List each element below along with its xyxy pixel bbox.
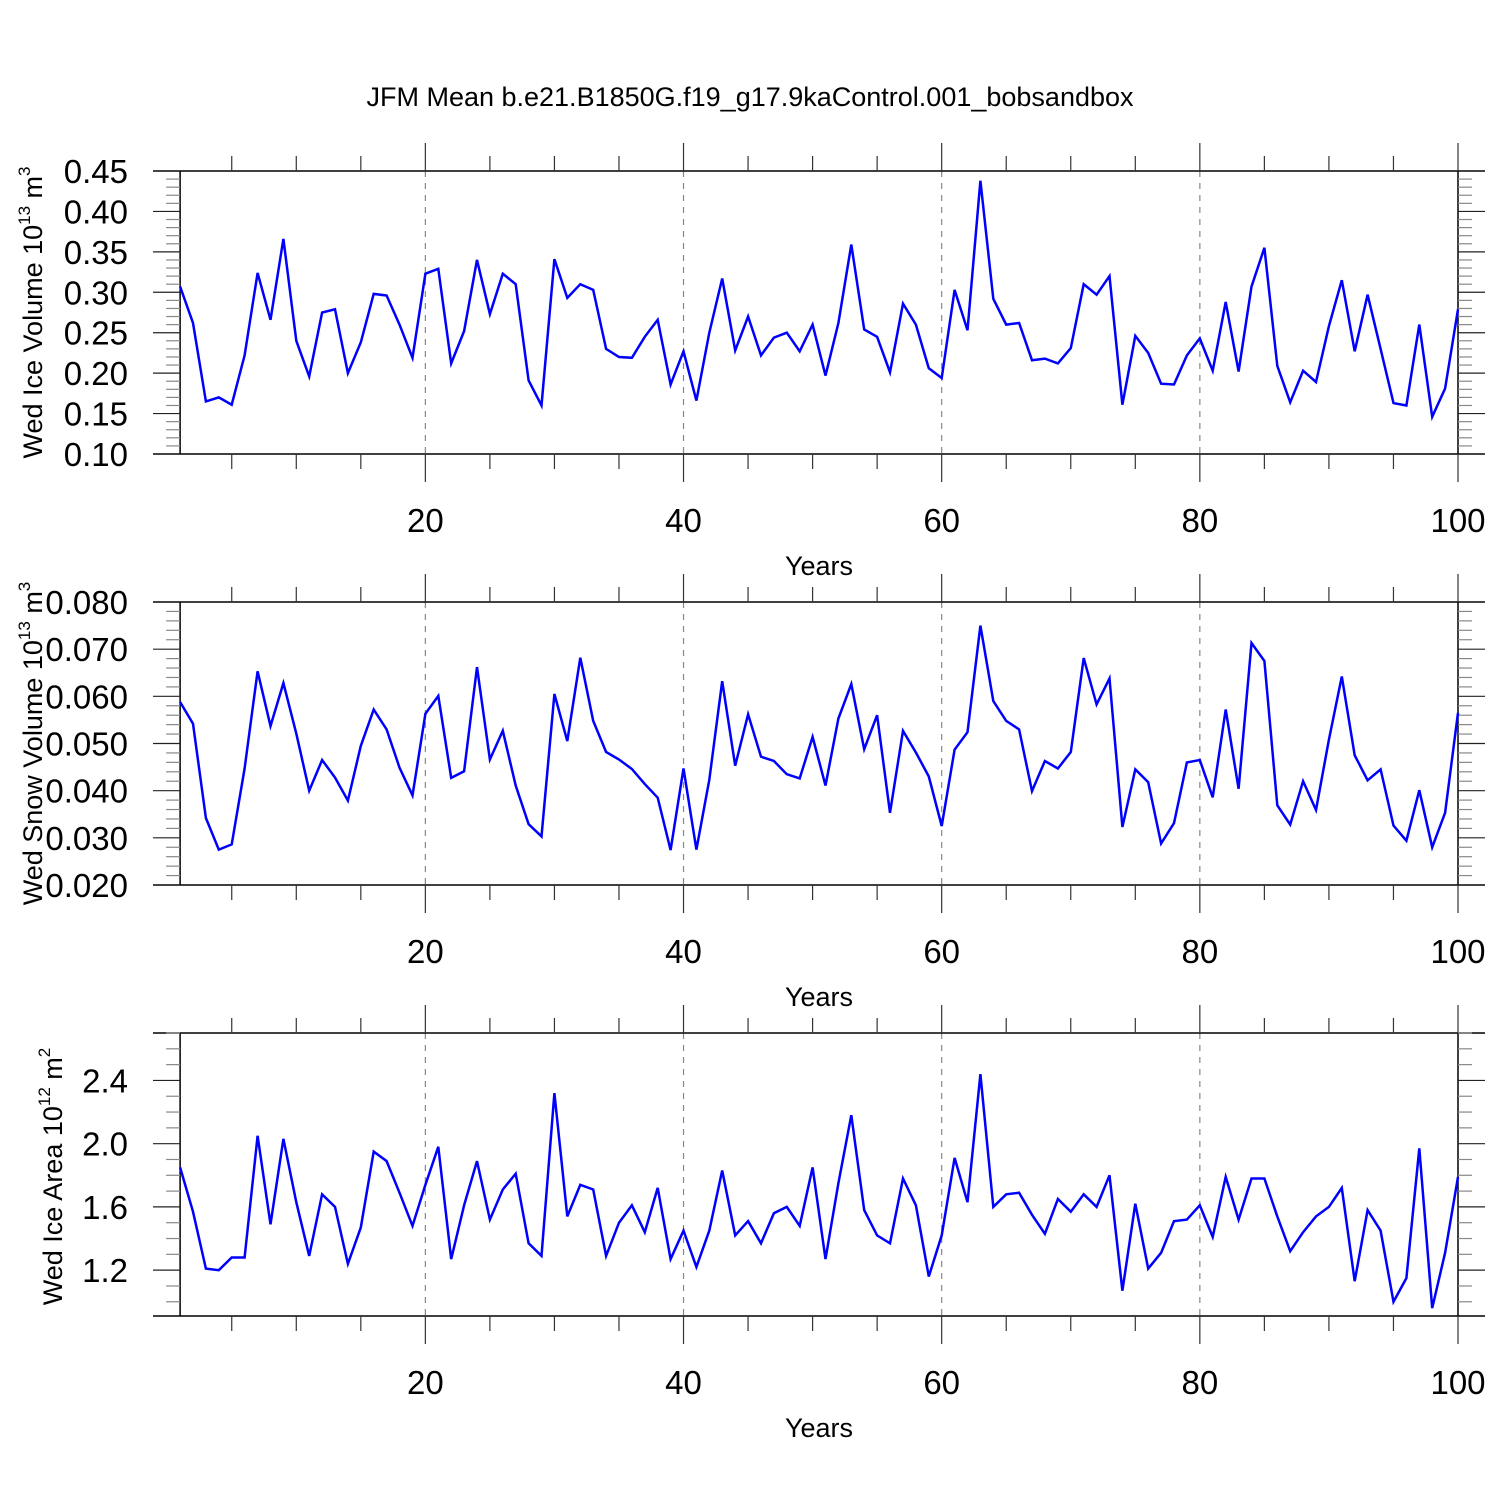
y-axis-label-exponent: 3 — [15, 582, 34, 591]
y-tick-label: 0.030 — [45, 820, 128, 857]
y-axis-label-exponent: 13 — [15, 206, 34, 225]
y-tick-label: 0.45 — [64, 153, 128, 190]
y-axis-label: Wed Snow Volume 1013 m3 — [15, 582, 48, 906]
y-axis-label: Wed Ice Volume 1013 m3 — [15, 166, 48, 458]
y-axis-label-exponent: 12 — [35, 1087, 54, 1106]
y-tick-label: 0.40 — [64, 193, 128, 230]
x-tick-label: 80 — [1181, 933, 1218, 970]
panel-2: 20 40 60 80 100 Years 0.020 0.030 0.040 0.050 0.06… — [15, 574, 1486, 1012]
x-tick-label: 100 — [1430, 1364, 1485, 1401]
panel-3: 20 40 60 80 100 Years 1.2 1.6 2.0 2.4 Wed Ice Area… — [35, 1005, 1486, 1443]
series-line — [178, 180, 1460, 422]
x-axis-label: Years — [785, 982, 853, 1012]
x-tick-label: 100 — [1430, 933, 1485, 970]
x-tick-label: 40 — [665, 1364, 702, 1401]
y-tick-label: 0.070 — [45, 631, 128, 668]
x-tick-label: 20 — [407, 933, 444, 970]
x-tick-label: 80 — [1181, 502, 1218, 539]
y-axis-label-exponent: 3 — [15, 166, 34, 175]
x-tick-label: 20 — [407, 502, 444, 539]
y-tick-label: 1.2 — [82, 1252, 128, 1289]
x-tick-label: 100 — [1430, 502, 1485, 539]
x-tick-label: 80 — [1181, 1364, 1218, 1401]
x-axis-label: Years — [785, 551, 853, 581]
y-axis-label-part: Wed Ice Area 10 — [38, 1106, 68, 1305]
y-tick-label: 0.080 — [45, 584, 128, 621]
y-tick-label: 0.30 — [64, 274, 128, 311]
y-axis-label: Wed Ice Area 1012 m2 — [35, 1048, 68, 1306]
y-tick-label: 1.6 — [82, 1189, 128, 1226]
y-axis-label-part: Wed Snow Volume 10 — [18, 640, 48, 905]
y-axis-label-exponent: 13 — [15, 621, 34, 640]
y-tick-label: 2.4 — [82, 1062, 128, 1099]
y-tick-label: 0.20 — [64, 355, 128, 392]
series-line — [179, 625, 1460, 852]
y-axis-label-exponent: 2 — [35, 1048, 54, 1057]
y-axis-label-part: m — [38, 1057, 68, 1087]
x-tick-label: 60 — [923, 933, 960, 970]
chart-title: JFM Mean b.e21.B1850G.f19_g17.9kaControl… — [366, 82, 1134, 112]
y-tick-label: 2.0 — [82, 1126, 128, 1163]
y-tick-label: 0.020 — [45, 867, 128, 904]
y-tick-label: 0.040 — [45, 773, 128, 810]
y-tick-label: 0.25 — [64, 315, 128, 352]
series-line — [178, 1073, 1460, 1309]
y-axis-label-part: Wed Ice Volume 10 — [18, 225, 48, 459]
panel-1: 20 40 60 80 100 Years 0.100.15 0.200.25 0.300.35… — [15, 143, 1486, 581]
x-tick-label: 60 — [923, 1364, 960, 1401]
y-tick-label: 0.10 — [64, 436, 128, 473]
y-axis-label-part: m — [18, 176, 48, 206]
x-axis-label: Years — [785, 1413, 853, 1443]
x-tick-label: 60 — [923, 502, 960, 539]
y-axis-label-part: m — [18, 591, 48, 621]
y-tick-label: 0.15 — [64, 396, 128, 433]
x-tick-label: 40 — [665, 933, 702, 970]
x-tick-label: 20 — [407, 1364, 444, 1401]
x-tick-label: 40 — [665, 502, 702, 539]
y-tick-label: 0.050 — [45, 726, 128, 763]
y-tick-label: 0.060 — [45, 678, 128, 715]
y-tick-label: 0.35 — [64, 234, 128, 271]
